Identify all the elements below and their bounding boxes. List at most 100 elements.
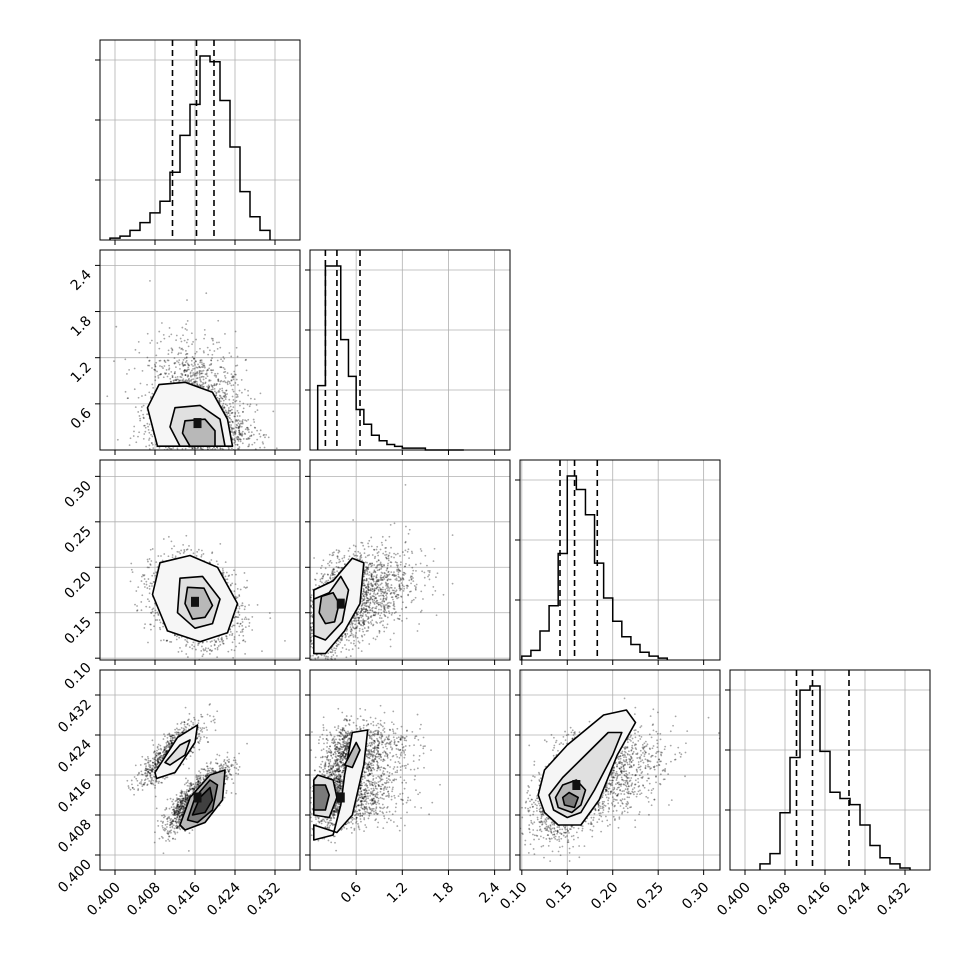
sample-point [200, 372, 203, 375]
sample-point [231, 376, 234, 379]
sample-point [173, 357, 176, 360]
sample-point [259, 429, 262, 432]
sample-point [178, 363, 181, 366]
sample-point [147, 578, 150, 580]
sample-point [243, 572, 246, 574]
sample-point [248, 445, 250, 447]
sample-point [232, 421, 234, 424]
sample-point [236, 420, 239, 422]
sample-point [167, 555, 170, 558]
sample-point [216, 359, 219, 362]
sample-point [221, 567, 224, 570]
sample-point [205, 377, 207, 380]
sample-point [204, 333, 206, 336]
sample-point [229, 405, 232, 408]
sample-point [253, 421, 256, 423]
sample-point [192, 340, 195, 343]
sample-point [216, 656, 219, 659]
sample-point [264, 436, 266, 439]
sample-point [219, 447, 222, 450]
sample-point [234, 583, 237, 586]
sample-point [202, 648, 205, 651]
sample-point [188, 545, 190, 547]
sample-point [135, 441, 138, 444]
sample-point [227, 412, 230, 414]
sample-point [164, 373, 167, 375]
sample-point [143, 424, 145, 427]
sample-point [239, 433, 242, 436]
sample-point [157, 613, 160, 615]
sample-point [251, 629, 254, 631]
sample-point [141, 406, 143, 408]
sample-point [215, 376, 218, 378]
sample-point [148, 558, 151, 560]
sample-point [131, 571, 134, 573]
sample-point [185, 323, 188, 326]
sample-point [115, 325, 118, 328]
sample-point [220, 396, 222, 399]
sample-point [149, 623, 152, 626]
sample-point [231, 411, 233, 414]
sample-point [148, 439, 150, 441]
sample-point [225, 389, 228, 392]
sample-point [158, 373, 161, 376]
sample-point [226, 578, 229, 581]
sample-point [169, 447, 172, 450]
sample-point [249, 435, 251, 438]
sample-point [255, 404, 258, 406]
sample-point [128, 368, 131, 371]
sample-point [244, 616, 247, 619]
sample-point [217, 638, 220, 641]
panel-frame [99, 249, 301, 451]
sample-point [263, 433, 265, 436]
sample-point [173, 362, 176, 364]
sample-point [203, 328, 206, 331]
sample-point [152, 386, 155, 389]
sample-point [193, 367, 196, 370]
sample-point [211, 388, 214, 391]
sample-point [236, 415, 239, 417]
sample-point [200, 555, 203, 558]
sample-point [198, 372, 201, 375]
sample-point [228, 421, 231, 424]
sample-point [233, 430, 236, 433]
sample-point [204, 649, 207, 651]
hist-panel-1 [305, 249, 511, 455]
sample-point [230, 355, 233, 358]
sample-point [154, 365, 157, 368]
sample-point [158, 347, 161, 350]
sample-point [171, 556, 174, 559]
sample-point [218, 341, 220, 344]
sample-point [228, 633, 231, 636]
sample-point [190, 359, 193, 362]
sample-point [246, 426, 249, 429]
sample-point [262, 442, 265, 445]
sample-point [167, 359, 170, 362]
sample-point [247, 438, 250, 440]
sample-point [231, 420, 234, 423]
sample-point [213, 383, 216, 385]
sample-point [221, 397, 224, 400]
sample-point [239, 422, 242, 425]
x-tick-label: 0.416 [794, 879, 834, 919]
sample-point [229, 417, 232, 420]
sample-point [222, 569, 224, 572]
sample-point [235, 430, 237, 432]
sample-point [233, 649, 236, 652]
sample-point [238, 438, 241, 440]
sample-point [211, 339, 214, 342]
sample-point [143, 583, 146, 585]
sample-point [194, 380, 197, 383]
sample-point [238, 389, 241, 392]
sample-point [242, 410, 244, 413]
sample-point [157, 555, 160, 557]
sample-point [151, 582, 153, 585]
sample-point [238, 642, 241, 645]
sample-point [171, 349, 174, 352]
sample-point [202, 381, 204, 384]
sample-point [207, 387, 210, 390]
sample-point [186, 362, 189, 365]
sample-point [256, 409, 259, 412]
sample-point [175, 339, 177, 342]
sample-point [169, 377, 172, 380]
